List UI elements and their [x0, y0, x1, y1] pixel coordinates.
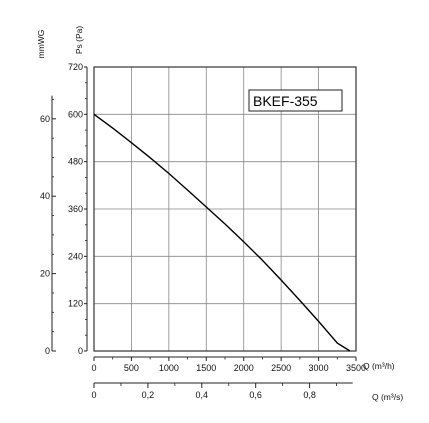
- performance-curve: [93, 113, 351, 352]
- qs-tick-label: 0,8: [303, 390, 316, 400]
- qs-tick-label: 0,6: [249, 390, 262, 400]
- qh-tick-label: 2500: [271, 363, 291, 373]
- pa-tick-label: 240: [68, 251, 83, 261]
- model-label: BKEF-355: [253, 93, 318, 109]
- axes: [51, 66, 357, 388]
- qh-tick-label: 0: [91, 363, 96, 373]
- model-label-box: BKEF-355: [248, 89, 343, 112]
- qh-tick-label: 1500: [196, 363, 216, 373]
- x2-axis-title: Q (m³/s): [372, 392, 403, 402]
- pa-tick-label: 120: [68, 299, 83, 309]
- qh-tick-label: 3500: [346, 363, 366, 373]
- series-layer: [93, 113, 351, 352]
- qs-tick-label: 0,2: [142, 390, 155, 400]
- qh-tick-label: 2000: [234, 363, 254, 373]
- mm-tick-label: 60: [40, 114, 50, 124]
- qs-tick-label: 0,4: [196, 390, 209, 400]
- plot-frame: [93, 66, 357, 352]
- qh-tick-label: 3000: [309, 363, 329, 373]
- qh-tick-label: 500: [124, 363, 139, 373]
- pa-tick-label: 480: [68, 157, 83, 167]
- x-axis-title: Q (m³/h): [363, 361, 395, 371]
- pa-tick-label: 360: [68, 204, 83, 214]
- grid: [94, 67, 356, 351]
- y-axis-title: Ps (Pa): [74, 26, 84, 55]
- mm-tick-label: 40: [40, 191, 50, 201]
- y2-axis-title: mmWG: [36, 30, 46, 59]
- qh-tick-label: 1000: [159, 363, 179, 373]
- pa-tick-label: 600: [68, 109, 83, 119]
- pa-tick-label: 0: [78, 346, 83, 356]
- mm-tick-label: 20: [40, 269, 50, 279]
- pa-tick-label: 720: [68, 62, 83, 72]
- qs-tick-label: 0: [91, 390, 96, 400]
- mm-tick-label: 0: [45, 346, 50, 356]
